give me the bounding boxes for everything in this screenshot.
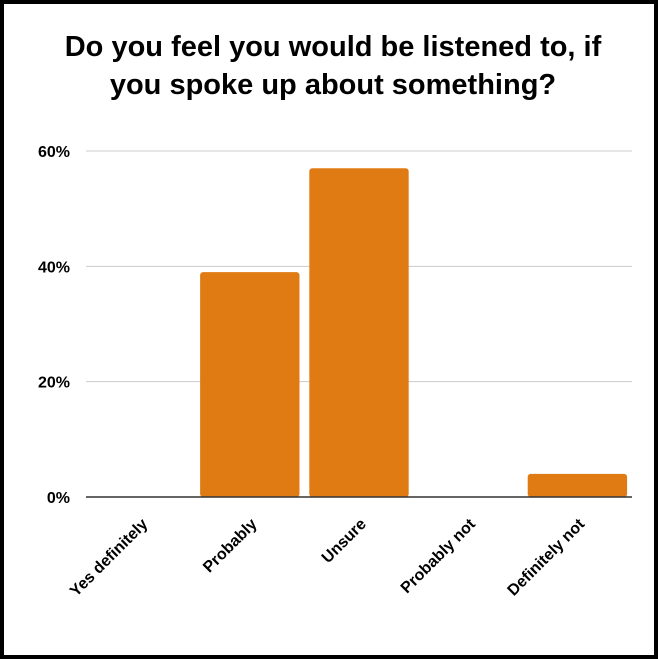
x-category-label: Definitely not xyxy=(505,515,589,599)
y-tick-label: 20% xyxy=(38,375,70,392)
bar-unsure xyxy=(309,168,409,498)
x-category-label: Probably xyxy=(200,516,261,577)
y-tick-label: 0% xyxy=(47,490,70,507)
x-category-label: Probably not xyxy=(398,515,480,597)
x-category-label: Yes definitely xyxy=(67,516,151,600)
x-category-label: Unsure xyxy=(319,516,370,567)
bar-probably xyxy=(200,272,300,497)
y-tick-label: 40% xyxy=(38,259,70,276)
chart-title-line-1: Do you feel you would be listened to, if xyxy=(64,31,602,63)
chart-title: Do you feel you would be listened to, if… xyxy=(8,28,658,104)
chart-title-line-2: you spoke up about something? xyxy=(109,69,557,101)
y-tick-label: 60% xyxy=(38,144,70,161)
bar-definitely-not xyxy=(527,473,628,497)
